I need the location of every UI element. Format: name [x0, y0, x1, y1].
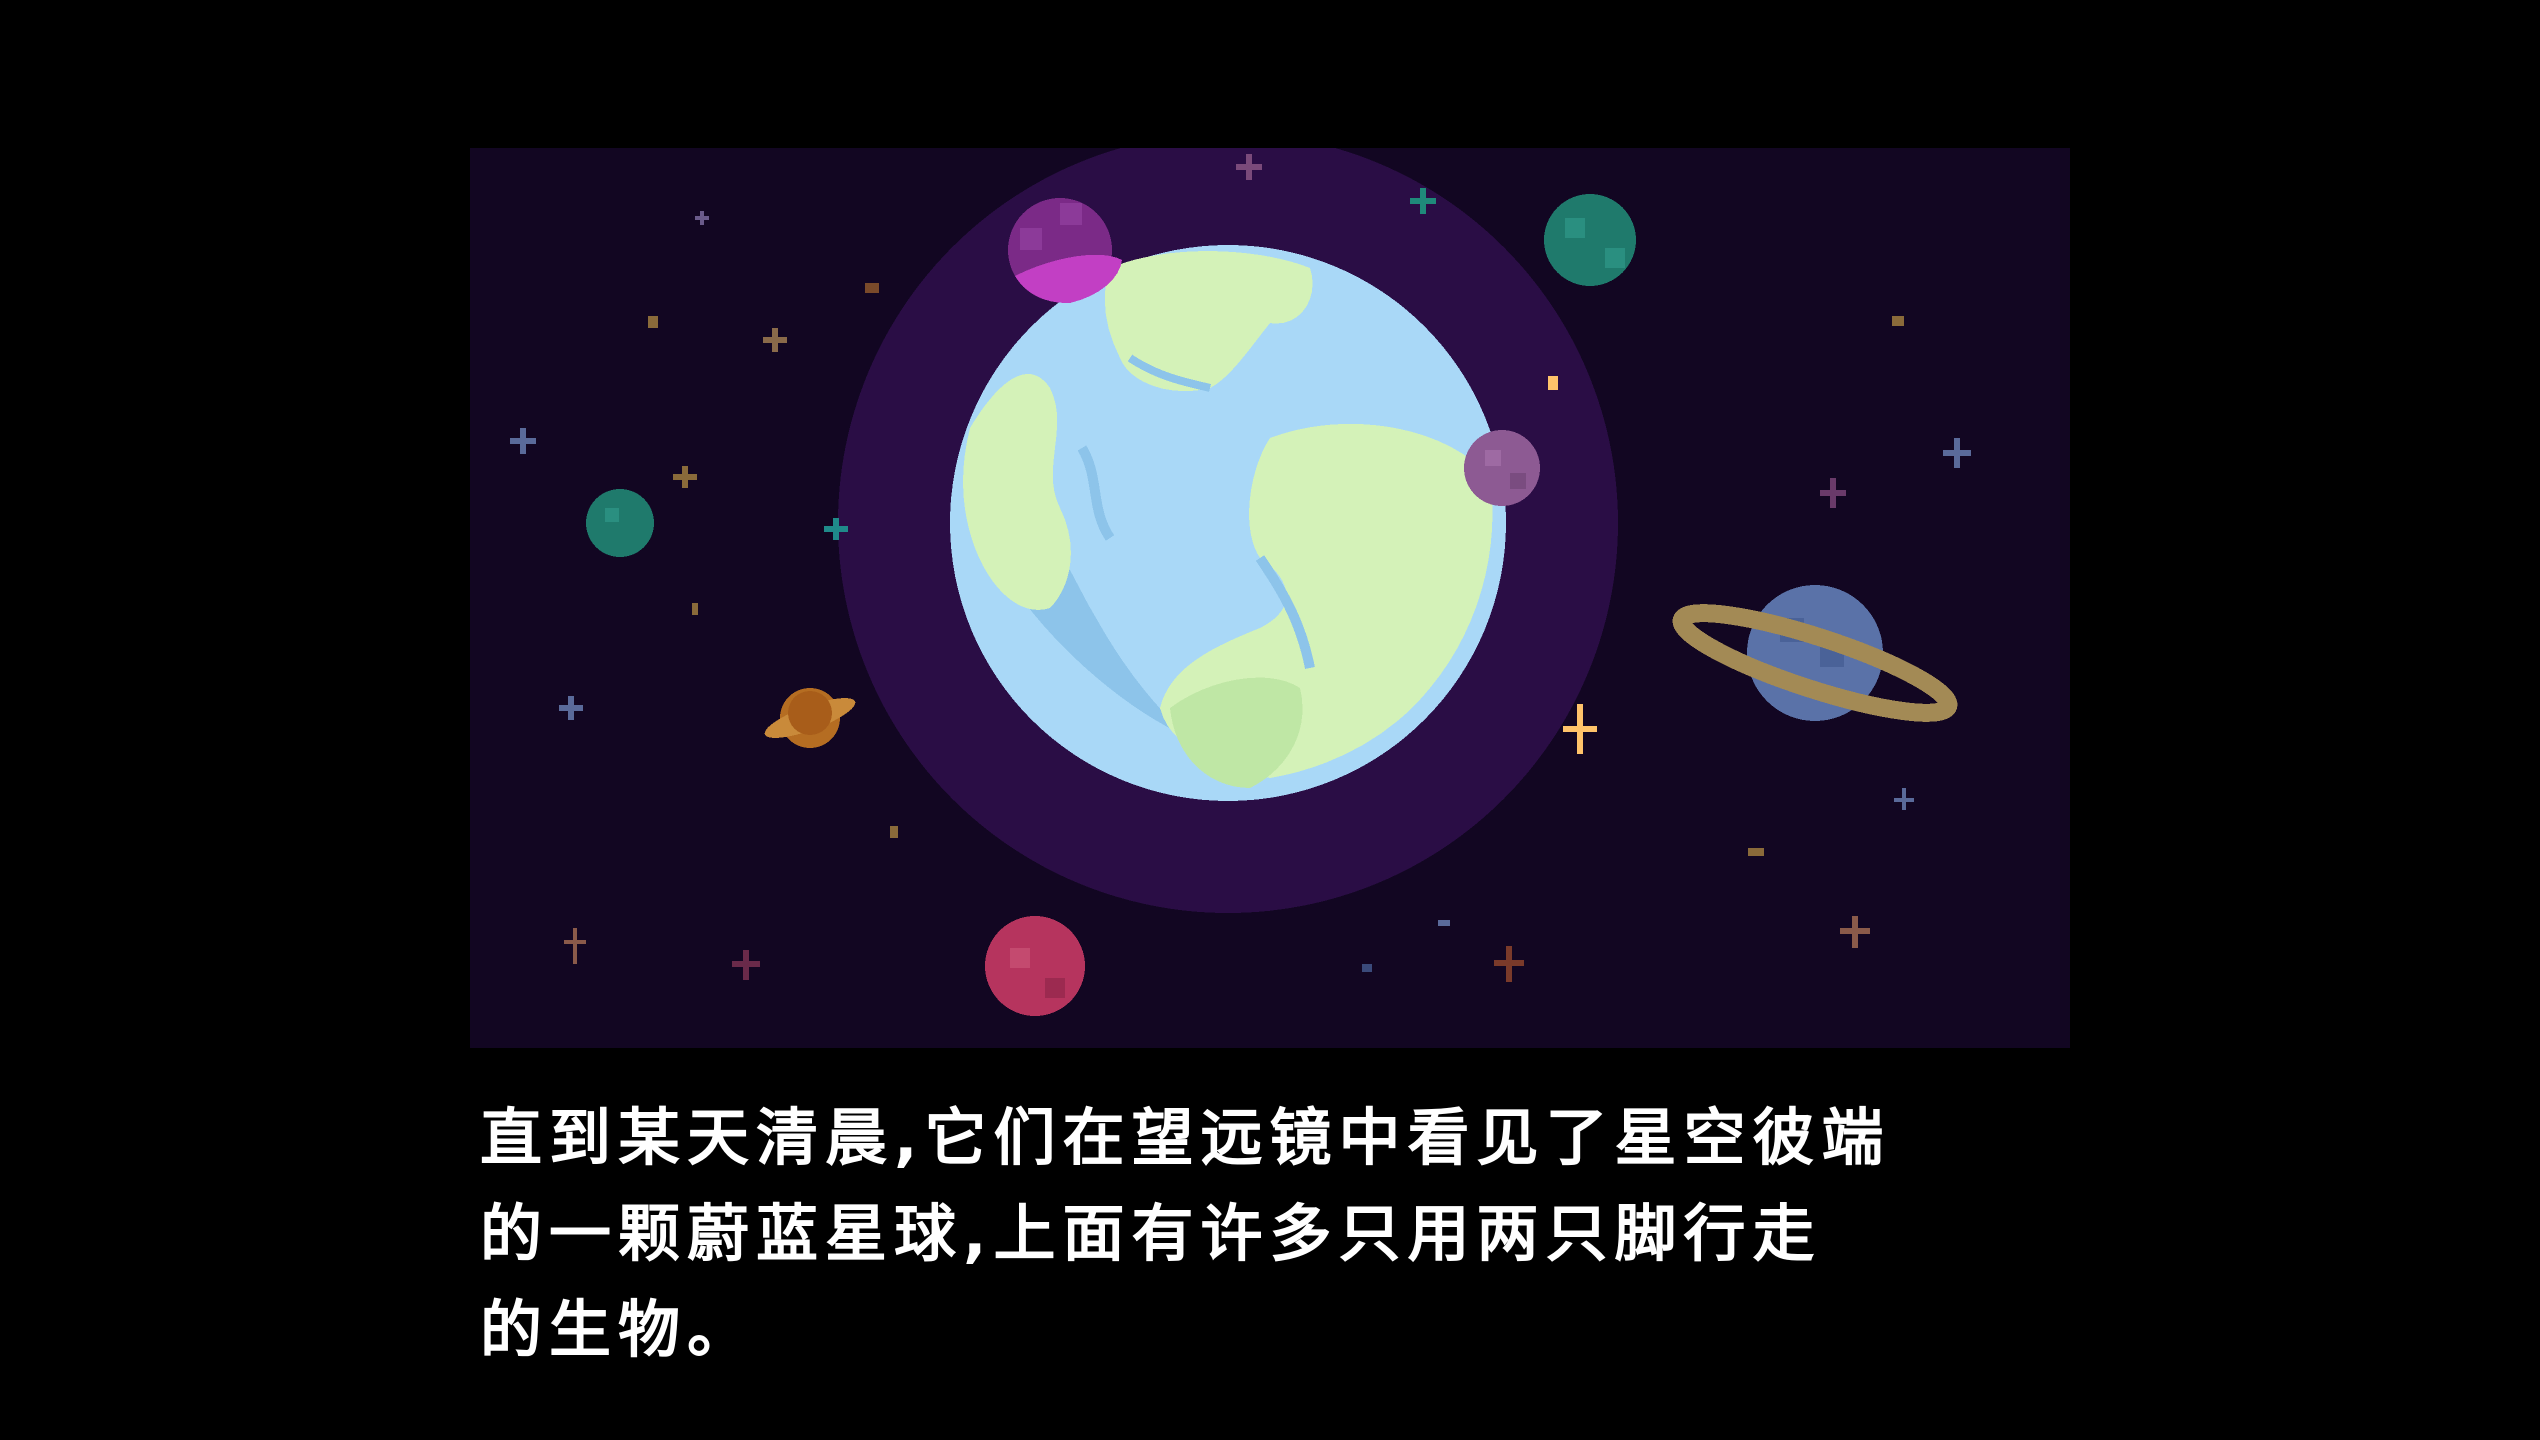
- star-icon: [1563, 704, 1597, 754]
- planet-icon: [1008, 198, 1122, 304]
- star-dot: [865, 283, 879, 293]
- star-icon: [732, 950, 760, 980]
- dialogue-line-3: 的生物。: [480, 1293, 757, 1366]
- star-icon: [1820, 478, 1846, 508]
- star-icon: [1943, 438, 1971, 468]
- star-dot: [1548, 376, 1558, 390]
- star-icon: [1894, 788, 1914, 810]
- dialogue-line-1: 直到某天清晨,它们在望远镜中看见了星空彼端: [480, 1101, 1891, 1174]
- planet-icon: [985, 916, 1085, 1016]
- star-dot: [1748, 848, 1764, 856]
- planet-icon: [586, 489, 654, 557]
- star-dot: [1362, 964, 1372, 972]
- dialogue-box[interactable]: 直到某天清晨,它们在望远镜中看见了星空彼端 的一颗蔚蓝星球,上面有许多只用两只脚…: [480, 1090, 2100, 1390]
- ringed-planet-icon: [764, 688, 856, 748]
- star-dot: [1438, 920, 1450, 926]
- star-dot: [1892, 316, 1904, 326]
- earth-icon: [950, 245, 1506, 801]
- star-icon: [824, 518, 848, 540]
- star-icon: [1840, 916, 1870, 948]
- star-icon: [763, 328, 787, 352]
- star-icon: [559, 696, 583, 720]
- ringed-planet-icon: [1672, 585, 1958, 722]
- planet-icon: [1464, 430, 1540, 506]
- space-illustration: [470, 148, 2070, 1048]
- star-icon: [1494, 946, 1524, 982]
- star-dot: [692, 603, 698, 615]
- star-icon: [695, 211, 709, 225]
- planet-icon: [1544, 194, 1636, 286]
- star-icon: [510, 428, 536, 454]
- space-scene-svg: [510, 148, 1971, 1016]
- star-dot: [648, 316, 658, 328]
- star-icon: [1236, 154, 1262, 180]
- star-dot: [890, 826, 898, 838]
- star-icon: [564, 928, 586, 964]
- dialogue-line-2: 的一颗蔚蓝星球,上面有许多只用两只脚行走: [480, 1197, 1822, 1270]
- star-icon: [673, 466, 697, 488]
- star-icon: [1410, 188, 1436, 214]
